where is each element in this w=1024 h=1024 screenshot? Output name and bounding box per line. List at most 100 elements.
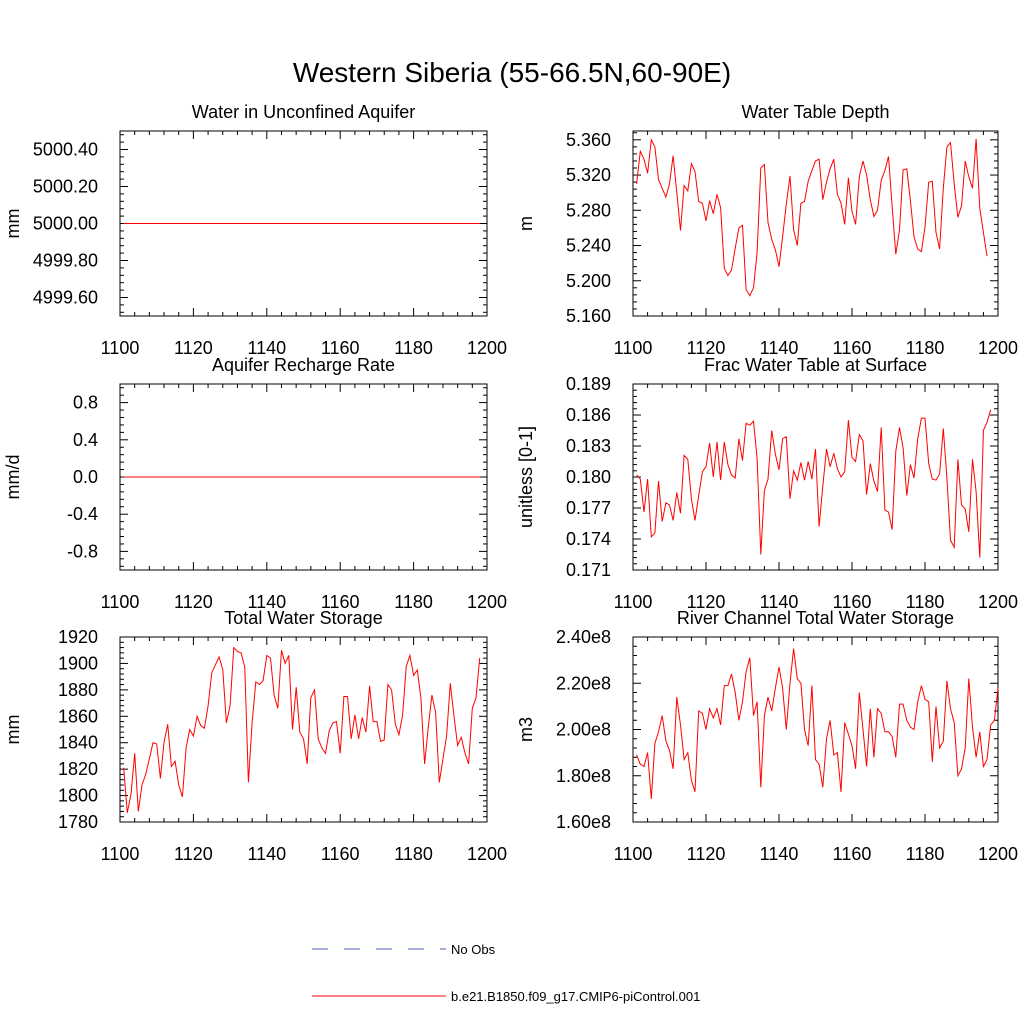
y-tick-label: 5000.40 bbox=[33, 140, 98, 160]
panel-1: Water in Unconfined Aquifer mm 1100 1120 114… bbox=[3, 102, 507, 358]
y-tick-label: 5.280 bbox=[566, 200, 611, 220]
y-tick-label: 5.160 bbox=[566, 306, 611, 326]
x-tick-label: 1120 bbox=[174, 338, 213, 358]
y-tick-label: 1780 bbox=[58, 812, 98, 832]
x-tick-label: 1180 bbox=[394, 592, 433, 612]
y-tick-label: 2.20e8 bbox=[556, 673, 611, 693]
y-axis-label: m bbox=[516, 216, 536, 231]
y-tick-label: 0.177 bbox=[566, 498, 611, 518]
legend-label-model: b.e21.B1850.f09_g17.CMIP6-piControl.001 bbox=[451, 989, 700, 1004]
x-tick-label: 1200 bbox=[978, 338, 1018, 358]
x-tick-label: 1180 bbox=[906, 844, 945, 864]
y-tick-label: 1860 bbox=[58, 706, 98, 726]
x-tick-label: 1200 bbox=[467, 844, 507, 864]
y-tick-label: 2.40e8 bbox=[556, 627, 611, 647]
series-line bbox=[636, 409, 992, 558]
y-tick-label: 0.186 bbox=[566, 405, 611, 425]
x-tick-label: 1200 bbox=[978, 844, 1018, 864]
x-tick-label: 1140 bbox=[760, 592, 799, 612]
y-tick-label: 0.8 bbox=[73, 393, 98, 413]
x-tick-label: 1140 bbox=[760, 338, 799, 358]
plot-frame bbox=[632, 636, 999, 823]
x-tick-label: 1200 bbox=[978, 592, 1018, 612]
y-tick-label: 1840 bbox=[58, 733, 98, 753]
figure-title: Western Siberia (55-66.5N,60-90E) bbox=[293, 57, 731, 88]
y-tick-label: 0.183 bbox=[566, 436, 611, 456]
y-axis-label: mm/d bbox=[3, 455, 23, 500]
x-tick-label: 1120 bbox=[687, 338, 726, 358]
y-tick-label: 1.80e8 bbox=[556, 766, 611, 786]
panel-3: Aquifer Recharge Rate mm/d 1100 1120 1140 116… bbox=[3, 355, 507, 612]
panel-title: River Channel Total Water Storage bbox=[677, 608, 954, 628]
y-tick-label: 0.4 bbox=[73, 430, 98, 450]
x-tick-label: 1140 bbox=[247, 592, 286, 612]
y-axis-label: m3 bbox=[516, 717, 536, 742]
panel-title: Water Table Depth bbox=[741, 102, 889, 122]
series-line bbox=[636, 138, 988, 297]
y-tick-label: 0.180 bbox=[566, 467, 611, 487]
panel-2: Water Table Depth m 1100 1120 1140 1160 1180 12… bbox=[516, 102, 1018, 358]
y-tick-label: 5.240 bbox=[566, 236, 611, 256]
y-tick-label: -0.8 bbox=[67, 541, 98, 561]
y-tick-label: 0.189 bbox=[566, 374, 611, 394]
y-axis-label: unitless [0-1] bbox=[516, 426, 536, 528]
y-tick-label: 0.0 bbox=[73, 467, 98, 487]
y-tick-label: 5000.20 bbox=[33, 177, 98, 197]
x-tick-label: 1100 bbox=[614, 844, 653, 864]
plot-frame bbox=[632, 130, 999, 317]
panel-title: Water in Unconfined Aquifer bbox=[192, 102, 415, 122]
y-tick-label: 5.360 bbox=[566, 130, 611, 150]
x-tick-label: 1120 bbox=[687, 844, 726, 864]
x-tick-label: 1140 bbox=[247, 338, 286, 358]
x-tick-label: 1120 bbox=[687, 592, 726, 612]
x-tick-label: 1140 bbox=[247, 844, 286, 864]
y-tick-label: 1820 bbox=[58, 759, 98, 779]
y-tick-label: 2.00e8 bbox=[556, 720, 611, 740]
x-tick-label: 1160 bbox=[321, 592, 360, 612]
panel-5: Total Water Storage mm 1100 1120 1140 1160 118… bbox=[3, 608, 507, 864]
x-tick-label: 1200 bbox=[467, 338, 507, 358]
x-tick-label: 1100 bbox=[101, 338, 140, 358]
y-axis-label: mm bbox=[3, 209, 23, 239]
legend-label-no-obs: No Obs bbox=[451, 942, 496, 957]
x-tick-label: 1160 bbox=[321, 844, 360, 864]
x-tick-label: 1100 bbox=[614, 338, 653, 358]
y-axis-label: mm bbox=[3, 715, 23, 745]
x-tick-label: 1160 bbox=[833, 338, 872, 358]
plot-frame bbox=[119, 636, 488, 823]
y-tick-label: 4999.60 bbox=[33, 288, 98, 308]
plot-frame bbox=[632, 383, 999, 571]
x-tick-label: 1160 bbox=[321, 338, 360, 358]
y-tick-label: 1.60e8 bbox=[556, 812, 611, 832]
x-tick-label: 1160 bbox=[833, 592, 872, 612]
y-tick-label: 1920 bbox=[58, 627, 98, 647]
y-tick-label: 0.171 bbox=[566, 560, 611, 580]
x-tick-label: 1160 bbox=[833, 844, 872, 864]
y-tick-label: 5.200 bbox=[566, 271, 611, 291]
panel-title: Aquifer Recharge Rate bbox=[212, 355, 395, 375]
x-tick-label: 1100 bbox=[101, 592, 140, 612]
panel-title: Total Water Storage bbox=[224, 608, 382, 628]
x-tick-label: 1100 bbox=[101, 844, 140, 864]
x-tick-label: 1180 bbox=[906, 592, 945, 612]
x-tick-label: 1140 bbox=[760, 844, 799, 864]
legend: No Obs b.e21.B1850.f09_g17.CMIP6-piContr… bbox=[312, 942, 700, 1004]
y-tick-label: 4999.80 bbox=[33, 251, 98, 271]
y-tick-label: 1880 bbox=[58, 680, 98, 700]
x-tick-label: 1180 bbox=[394, 338, 433, 358]
y-tick-label: 0.174 bbox=[566, 529, 611, 549]
x-tick-label: 1180 bbox=[906, 338, 945, 358]
y-tick-label: 1900 bbox=[58, 653, 98, 673]
y-tick-label: 1800 bbox=[58, 786, 98, 806]
panel-title: Frac Water Table at Surface bbox=[704, 355, 927, 375]
y-tick-label: -0.4 bbox=[67, 504, 98, 524]
x-tick-label: 1200 bbox=[467, 592, 507, 612]
x-tick-label: 1180 bbox=[394, 844, 433, 864]
series-line bbox=[123, 646, 481, 813]
x-tick-label: 1120 bbox=[174, 844, 213, 864]
x-tick-label: 1120 bbox=[174, 592, 213, 612]
y-tick-label: 5000.00 bbox=[33, 214, 98, 234]
x-tick-label: 1100 bbox=[614, 592, 653, 612]
